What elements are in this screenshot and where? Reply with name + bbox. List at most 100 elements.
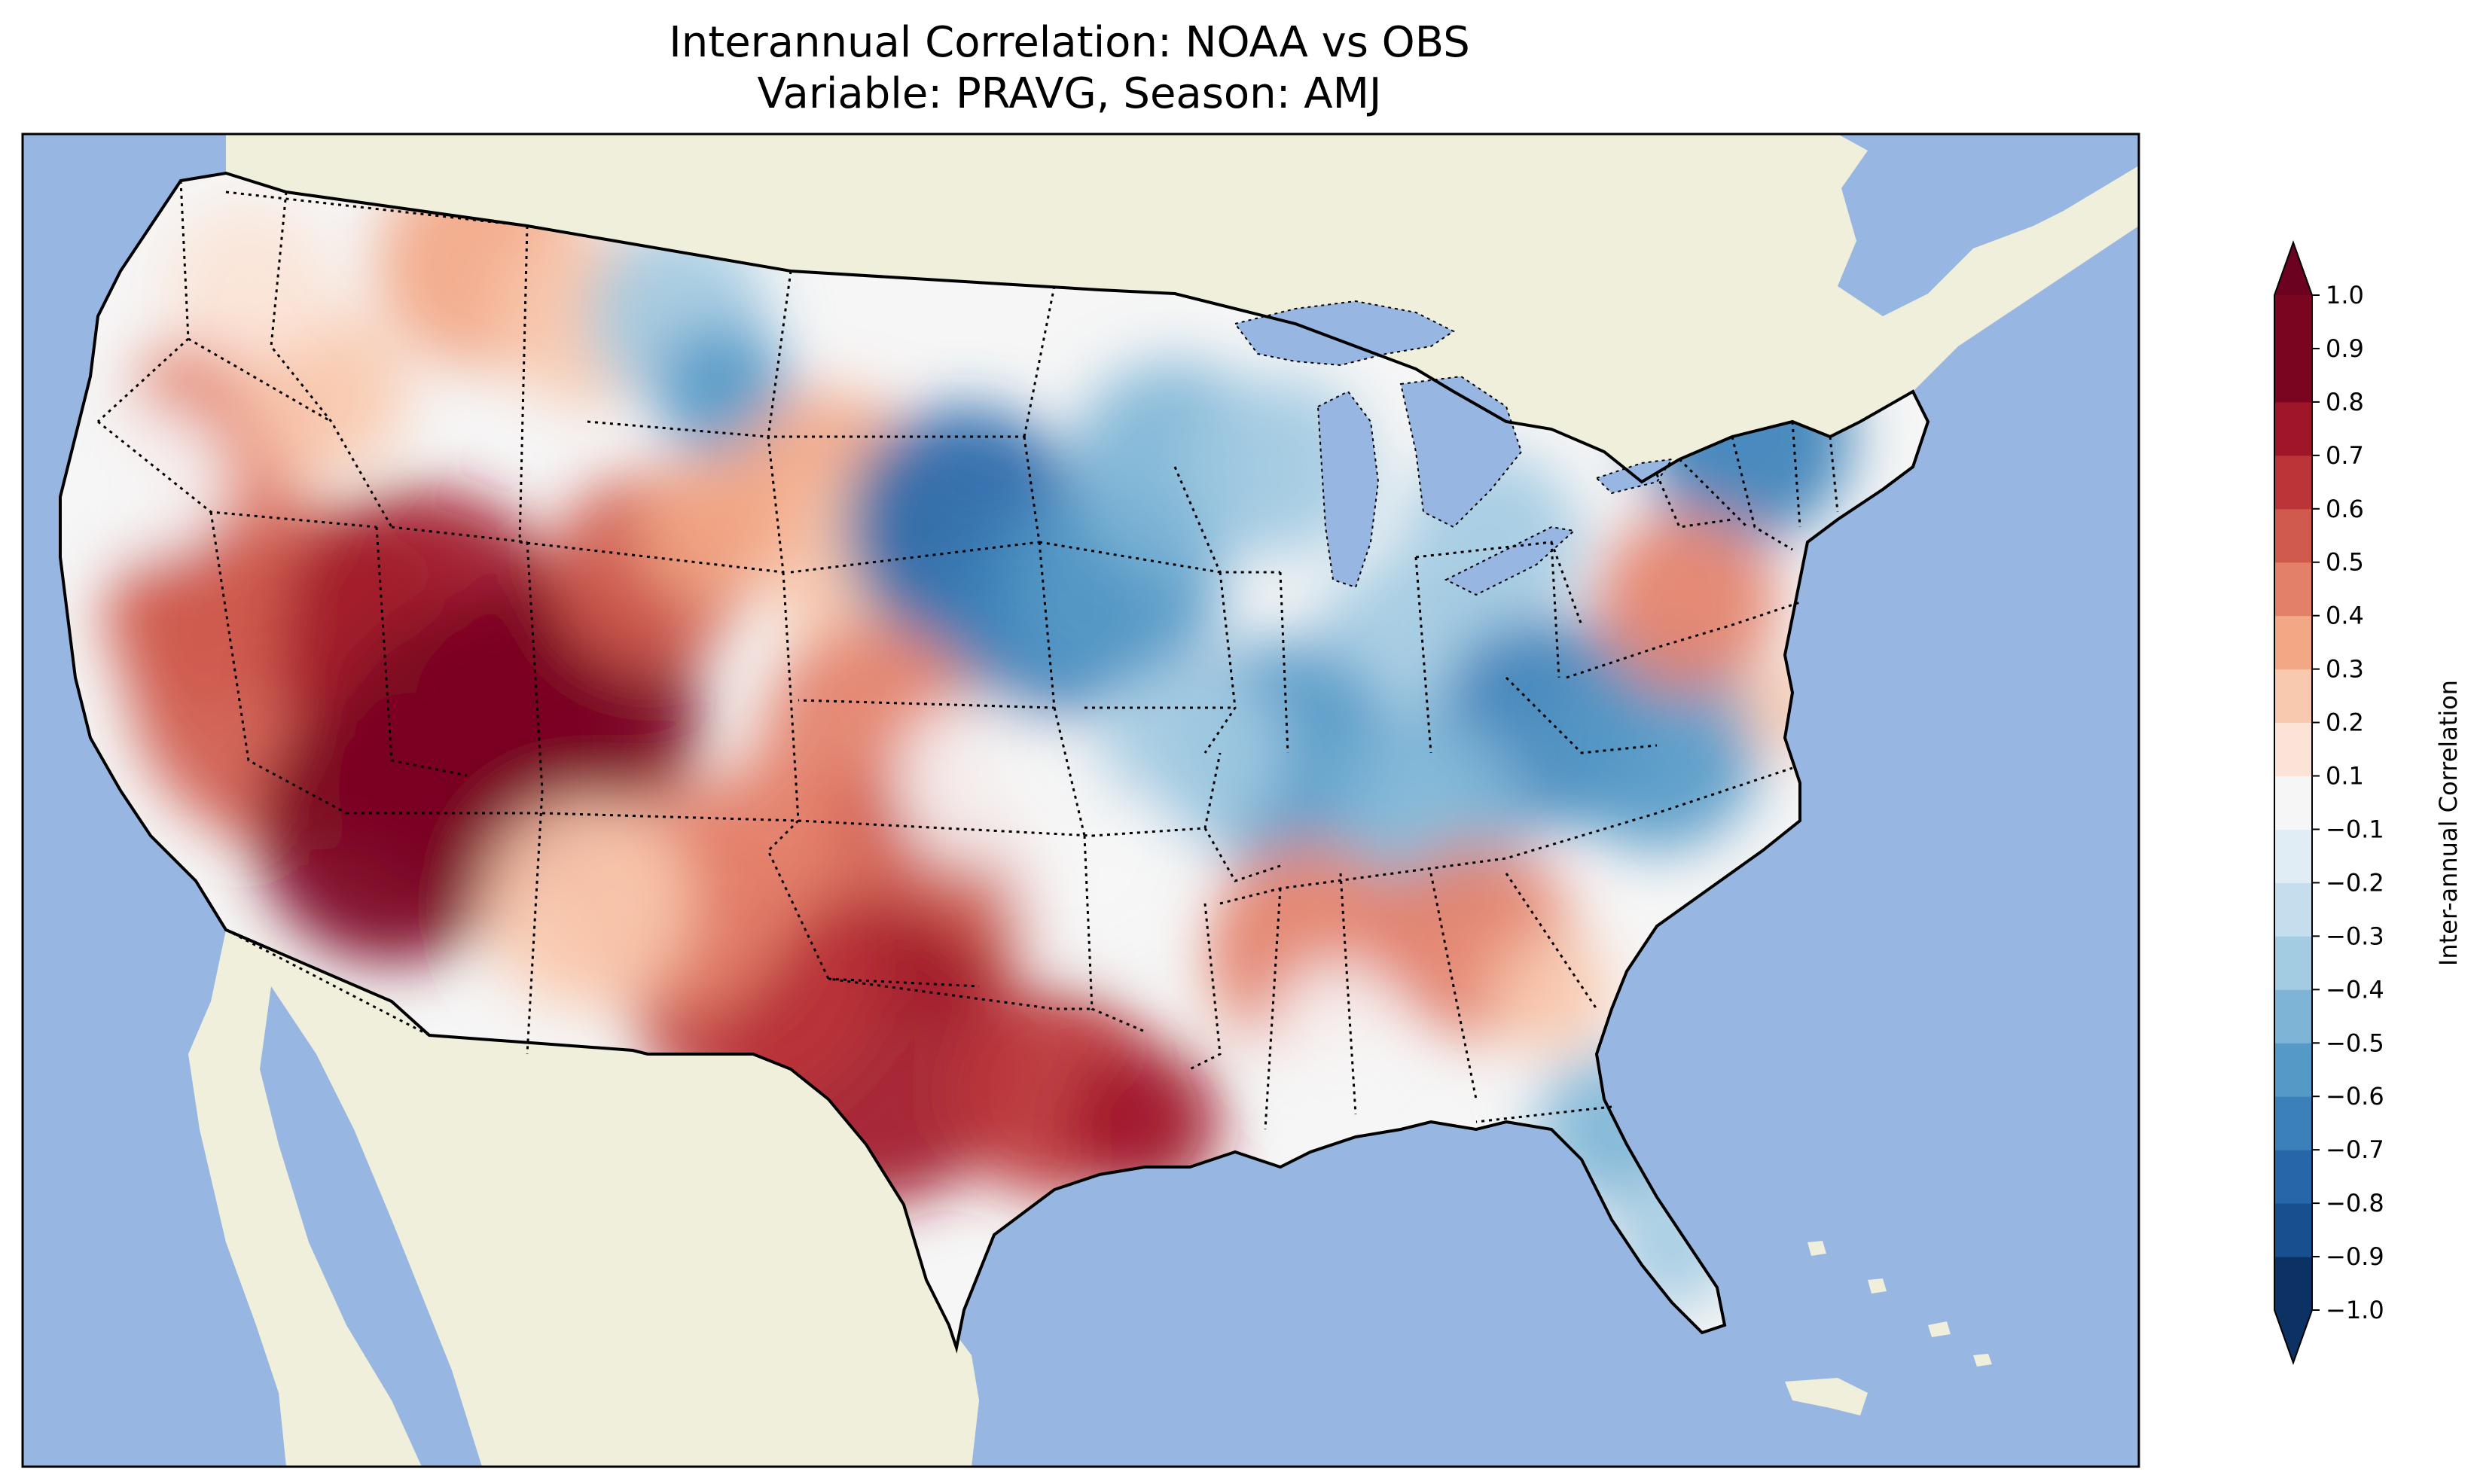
correlation-blob	[1069, 1047, 1220, 1197]
state-border-line	[767, 270, 1024, 438]
gulf-of-california	[260, 986, 482, 1467]
colorbar-over-extension	[2274, 242, 2312, 295]
colorbar-tick-label: 0.3	[2326, 655, 2364, 684]
state-border-line	[828, 977, 980, 988]
colorbar-tick-label: 0.2	[2326, 708, 2364, 737]
state-border-line	[1505, 676, 1658, 754]
state-border-line	[346, 812, 799, 822]
colorbar-segment	[2274, 615, 2312, 670]
colorbar-segment	[2274, 1150, 2312, 1204]
state-border-line	[1339, 873, 1357, 1115]
state-border-line	[519, 541, 784, 574]
lake-superior	[1234, 300, 1455, 367]
bahamas-islands	[1807, 1241, 1992, 1367]
correlation-blob	[685, 760, 851, 926]
map-subtitle: Variable: PRAVG, Season: AMJ	[757, 69, 1382, 118]
state-border-line	[1039, 541, 1221, 574]
state-border-line	[1203, 571, 1237, 754]
state-border-line	[1829, 436, 1839, 513]
correlation-blob	[896, 700, 1062, 866]
state-border-line	[188, 337, 332, 423]
state-border-line	[767, 819, 1092, 1010]
correlation-blob	[1597, 512, 1777, 693]
map-panel	[23, 134, 2139, 1467]
colorbar-segment	[2274, 348, 2312, 403]
colorbar-tick-label: 0.5	[2326, 548, 2364, 577]
colorbar-tick-label: 0.9	[2326, 334, 2364, 363]
colorbar: −1.0 −0.9 −0.8 −0.7 −0.6 −0.5 −0.4 −0.3 −0.2 −0.1…	[2274, 240, 2384, 1365]
state-border-line	[1023, 285, 1056, 437]
colorbar-segment	[2274, 882, 2312, 937]
correlation-blob	[1491, 934, 1612, 1054]
colorbar-tick-label: 0.6	[2326, 495, 2364, 523]
colorbar-tick-label: −0.5	[2326, 1028, 2384, 1057]
state-border-line	[1678, 458, 1749, 529]
state-border-line	[1429, 873, 1478, 1100]
colorbar-segment	[2274, 455, 2312, 510]
colorbar-tick-label: −0.6	[2326, 1082, 2384, 1111]
colorbar-segment	[2274, 1257, 2312, 1311]
state-border-line	[526, 790, 544, 1055]
correlation-blob	[1273, 964, 1408, 1099]
colorbar-segment	[2274, 776, 2312, 830]
colorbar-segment	[2274, 829, 2312, 883]
state-border-line	[375, 526, 468, 777]
colorbar-segment	[2274, 1203, 2312, 1257]
colorbar-tick-label: −0.2	[2326, 868, 2384, 897]
colorbar-tick-label: −0.9	[2326, 1242, 2384, 1271]
state-border-line	[1203, 827, 1281, 882]
state-border-line	[1189, 903, 1222, 1071]
colorbar-tick-label: 0.7	[2326, 441, 2364, 470]
state-border-line	[1505, 873, 1598, 1010]
state-border-line	[209, 511, 347, 815]
state-border-line	[1083, 835, 1145, 1033]
colorbar-segment	[2274, 989, 2312, 1044]
state-border-line	[1414, 556, 1432, 754]
colorbar-segment	[2274, 562, 2312, 617]
colorbar-segment	[2274, 722, 2312, 777]
state-border-line	[1279, 571, 1289, 754]
colorbar-segment	[2274, 669, 2312, 724]
colorbar-segment	[2274, 936, 2312, 990]
map-frame	[21, 133, 2140, 1468]
colorbar-tick-label: 1.0	[2326, 281, 2364, 309]
map-title: Interannual Correlation: NOAA vs OBS	[669, 18, 1470, 67]
state-border-line	[1475, 1105, 1612, 1123]
state-border-line	[1731, 436, 1793, 551]
state-border-line	[1566, 601, 1801, 679]
colorbar-tick-label: −0.3	[2326, 922, 2384, 950]
state-border-line	[391, 526, 528, 544]
state-border-line	[1655, 474, 1733, 529]
correlation-blob	[482, 798, 693, 1009]
correlation-blob	[105, 527, 286, 708]
colorbar-under-extension	[2274, 1310, 2312, 1363]
state-border-line	[1264, 888, 1282, 1130]
colorbar-segment	[2274, 1043, 2312, 1097]
colorbar-tick-label: −0.7	[2326, 1135, 2384, 1164]
colorbar-segment	[2274, 401, 2312, 456]
colorbar-tick-label: −0.4	[2326, 975, 2384, 1004]
state-border-line	[270, 191, 393, 528]
colorbar-tick-label: −0.1	[2326, 815, 2384, 843]
lake-erie	[1444, 526, 1576, 596]
state-border-line	[1791, 421, 1801, 528]
state-border-line	[518, 225, 529, 543]
colorbar-tick-label: 0.1	[2326, 762, 2364, 791]
lake-michigan	[1316, 390, 1380, 589]
colorbar-tick-label: −0.8	[2326, 1189, 2384, 1217]
colorbar-segment	[2274, 295, 2312, 349]
colorbar-segment	[2274, 508, 2312, 563]
correlation-blob	[75, 407, 226, 557]
colorbar-tick-label: 0.8	[2326, 388, 2364, 416]
correlation-blob	[1009, 783, 1190, 964]
colorbar-tick-label: −1.0	[2326, 1296, 2384, 1324]
colorbar-tick-label: 0.4	[2326, 602, 2364, 630]
colorbar-segment	[2274, 1096, 2312, 1150]
cuba-island	[1785, 1378, 1868, 1415]
correlation-blob	[640, 452, 791, 602]
correlation-blob	[166, 203, 331, 369]
us-coastline	[59, 171, 1930, 1354]
colorbar-label: Inter-annual Correlation	[2434, 680, 2463, 966]
canada-landmass	[226, 134, 2139, 482]
